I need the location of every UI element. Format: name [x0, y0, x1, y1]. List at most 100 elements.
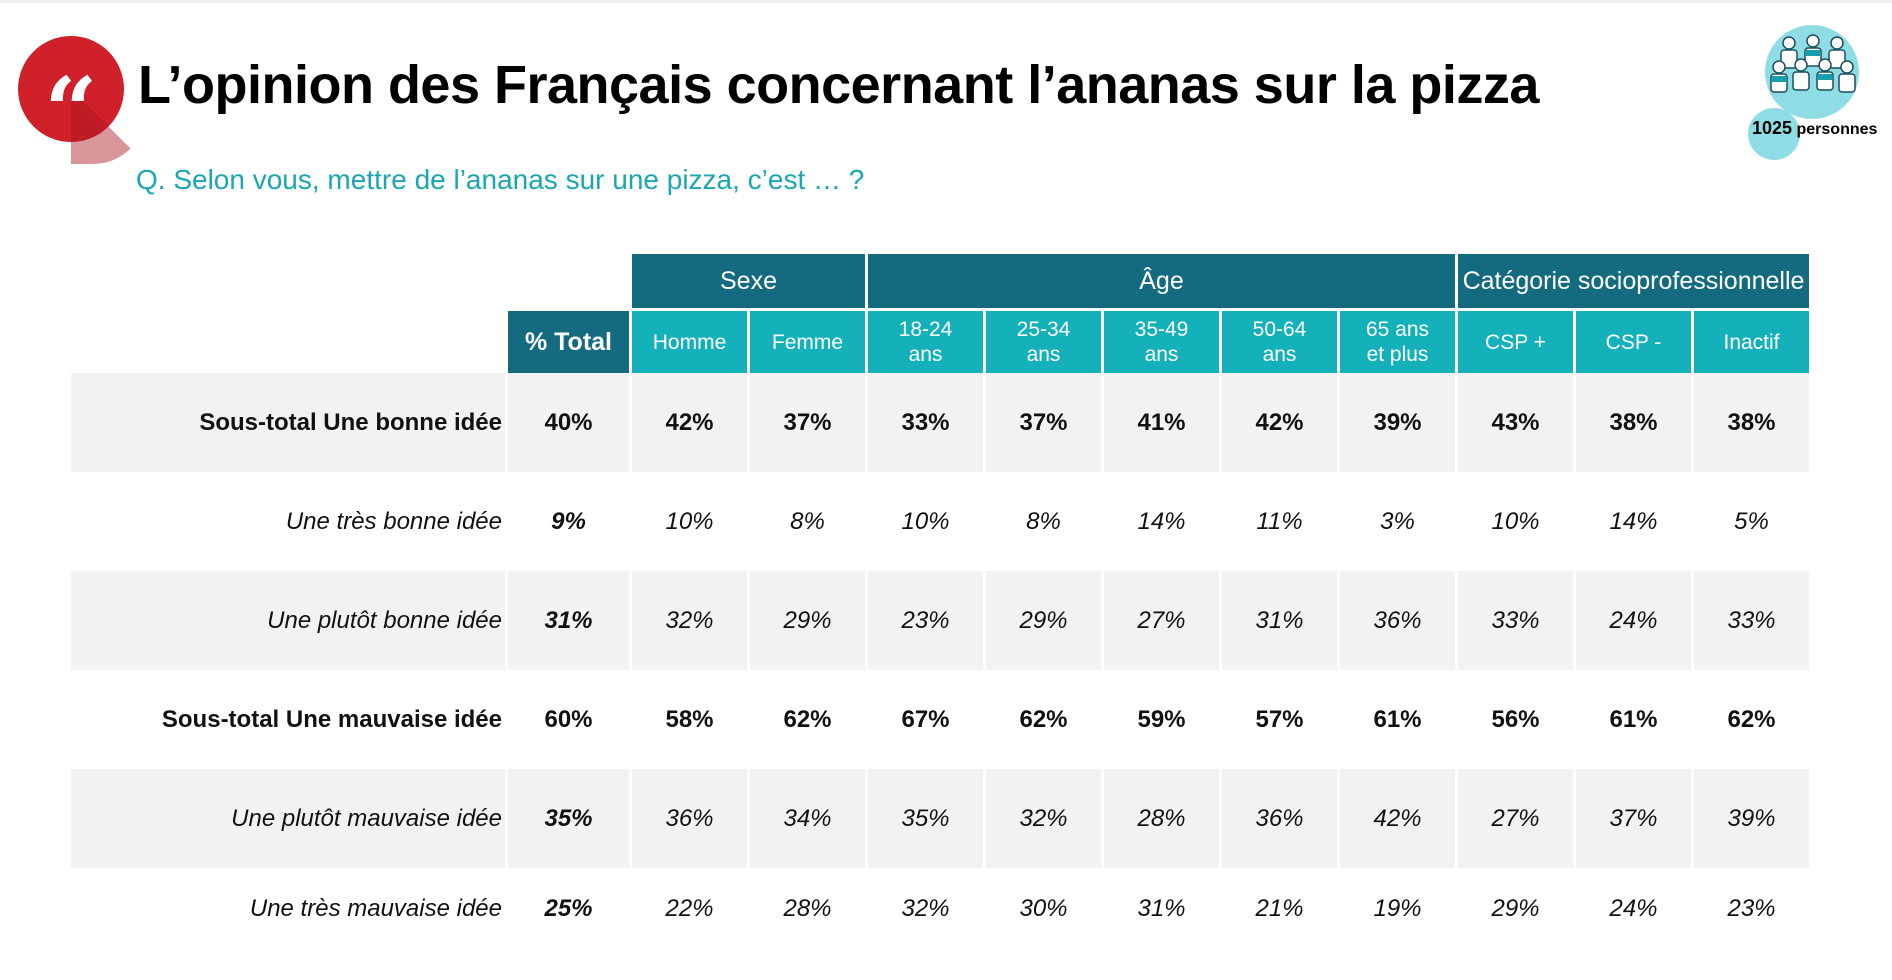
value-cell: 28%: [747, 868, 865, 950]
value-cell: 28%: [1101, 769, 1219, 868]
value-cell: 33%: [865, 373, 983, 472]
group-header-age: Âge: [865, 254, 1455, 308]
results-table: Sexe Âge Catégorie socioprofessionnelle …: [71, 254, 1809, 950]
quote-icon: “: [44, 57, 98, 165]
value-cell: 21%: [1219, 868, 1337, 950]
value-cell: 36%: [1219, 769, 1337, 868]
group-header-sexe: Sexe: [629, 254, 865, 308]
value-cell: 24%: [1573, 571, 1691, 670]
column-header-total: % Total: [505, 308, 629, 373]
value-cell: 10%: [629, 472, 747, 571]
value-cell: 8%: [983, 472, 1101, 571]
sample-size-badge: 1025 personnes: [1745, 25, 1885, 160]
value-cell: 33%: [1455, 571, 1573, 670]
value-cell: 30%: [983, 868, 1101, 950]
value-cell: 31%: [1219, 571, 1337, 670]
value-cell: 19%: [1337, 868, 1455, 950]
value-cell: 3%: [1337, 472, 1455, 571]
total-cell: 9%: [505, 472, 629, 571]
value-cell: 14%: [1573, 472, 1691, 571]
survey-question: Q. Selon vous, mettre de l’ananas sur un…: [136, 164, 865, 195]
value-cell: 27%: [1101, 571, 1219, 670]
column-header: Femme: [747, 308, 865, 373]
value-cell: 62%: [747, 670, 865, 769]
value-cell: 29%: [983, 571, 1101, 670]
column-header: 65 ans et plus: [1337, 308, 1455, 373]
row-label: Une très mauvaise idée: [249, 895, 502, 922]
value-cell: 24%: [1573, 868, 1691, 950]
value-cell: 67%: [865, 670, 983, 769]
value-cell: 41%: [1101, 373, 1219, 472]
value-cell: 32%: [983, 769, 1101, 868]
column-header: CSP -: [1573, 308, 1691, 373]
quote-badge: [18, 36, 124, 142]
total-cell: 25%: [505, 868, 629, 950]
value-cell: 36%: [629, 769, 747, 868]
value-cell: 23%: [865, 571, 983, 670]
value-cell: 14%: [1101, 472, 1219, 571]
table-row: Sous-total Une bonne idée 40% 42% 37% 33% 37%…: [71, 373, 1809, 472]
row-label: Sous-total Une bonne idée: [71, 373, 505, 472]
value-cell: 29%: [747, 571, 865, 670]
table-row: Une très bonne idée 9% 10% 8% 10% 8% 14% 11% 3% 1…: [71, 472, 1809, 571]
table-row: Une très mauvaise idée 25% 22% 28% 32% 30% 31%…: [71, 868, 1809, 950]
value-cell: 59%: [1101, 670, 1219, 769]
column-header: 50-64 ans: [1219, 308, 1337, 373]
value-cell: 38%: [1573, 373, 1691, 472]
group-header-row: Sexe Âge Catégorie socioprofessionnelle: [71, 254, 1809, 308]
value-cell: 62%: [983, 670, 1101, 769]
value-cell: 43%: [1455, 373, 1573, 472]
value-cell: 8%: [747, 472, 865, 571]
sample-size-number: 1025: [1752, 118, 1793, 138]
value-cell: 35%: [865, 769, 983, 868]
page-title: L’opinion des Français concernant l’anan…: [138, 55, 1539, 115]
value-cell: 62%: [1691, 670, 1809, 769]
value-cell: 22%: [629, 868, 747, 950]
people-icon: [1770, 34, 1856, 93]
row-label: Une plutôt bonne idée: [71, 571, 505, 670]
sample-circle: [1748, 108, 1800, 160]
sample-size-unit: personnes: [1796, 121, 1878, 138]
value-cell: 31%: [1101, 868, 1219, 950]
total-cell: 60%: [505, 670, 629, 769]
value-cell: 58%: [629, 670, 747, 769]
row-label: Une plutôt mauvaise idée: [71, 769, 505, 868]
value-cell: 37%: [747, 373, 865, 472]
value-cell: 37%: [983, 373, 1101, 472]
value-cell: 23%: [1691, 868, 1809, 950]
value-cell: 27%: [1455, 769, 1573, 868]
sample-size-label: 1025 personnes: [1752, 118, 1877, 139]
value-cell: 39%: [1337, 373, 1455, 472]
column-header: 18-24 ans: [865, 308, 983, 373]
value-cell: 39%: [1691, 769, 1809, 868]
value-cell: 11%: [1219, 472, 1337, 571]
total-cell: 40%: [505, 373, 629, 472]
group-header-csp: Catégorie socioprofessionnelle: [1455, 254, 1809, 308]
table-row: Une plutôt bonne idée 31% 32% 29% 23% 29% 27% 3…: [71, 571, 1809, 670]
row-label: Sous-total Une mauvaise idée: [161, 705, 502, 733]
column-header: Homme: [629, 308, 747, 373]
row-label: Une très bonne idée: [285, 507, 502, 535]
value-cell: 33%: [1691, 571, 1809, 670]
table-row: Sous-total Une mauvaise idée 60% 58% 62% 67%…: [71, 670, 1809, 769]
value-cell: 32%: [865, 868, 983, 950]
value-cell: 10%: [1455, 472, 1573, 571]
value-cell: 38%: [1691, 373, 1809, 472]
table-row: Une plutôt mauvaise idée 35% 36% 34% 35% 32% 2…: [71, 769, 1809, 868]
value-cell: 42%: [1337, 769, 1455, 868]
value-cell: 10%: [865, 472, 983, 571]
column-header-row: % Total Homme Femme 18-24 ans 25-34 ans 35…: [71, 308, 1809, 373]
value-cell: 36%: [1337, 571, 1455, 670]
value-cell: 61%: [1573, 670, 1691, 769]
value-cell: 5%: [1691, 472, 1809, 571]
value-cell: 42%: [1219, 373, 1337, 472]
total-cell: 35%: [505, 769, 629, 868]
value-cell: 56%: [1455, 670, 1573, 769]
value-cell: 61%: [1337, 670, 1455, 769]
column-header: Inactif: [1691, 308, 1809, 373]
value-cell: 57%: [1219, 670, 1337, 769]
value-cell: 42%: [629, 373, 747, 472]
value-cell: 34%: [747, 769, 865, 868]
value-cell: 37%: [1573, 769, 1691, 868]
column-header: 35-49 ans: [1101, 308, 1219, 373]
